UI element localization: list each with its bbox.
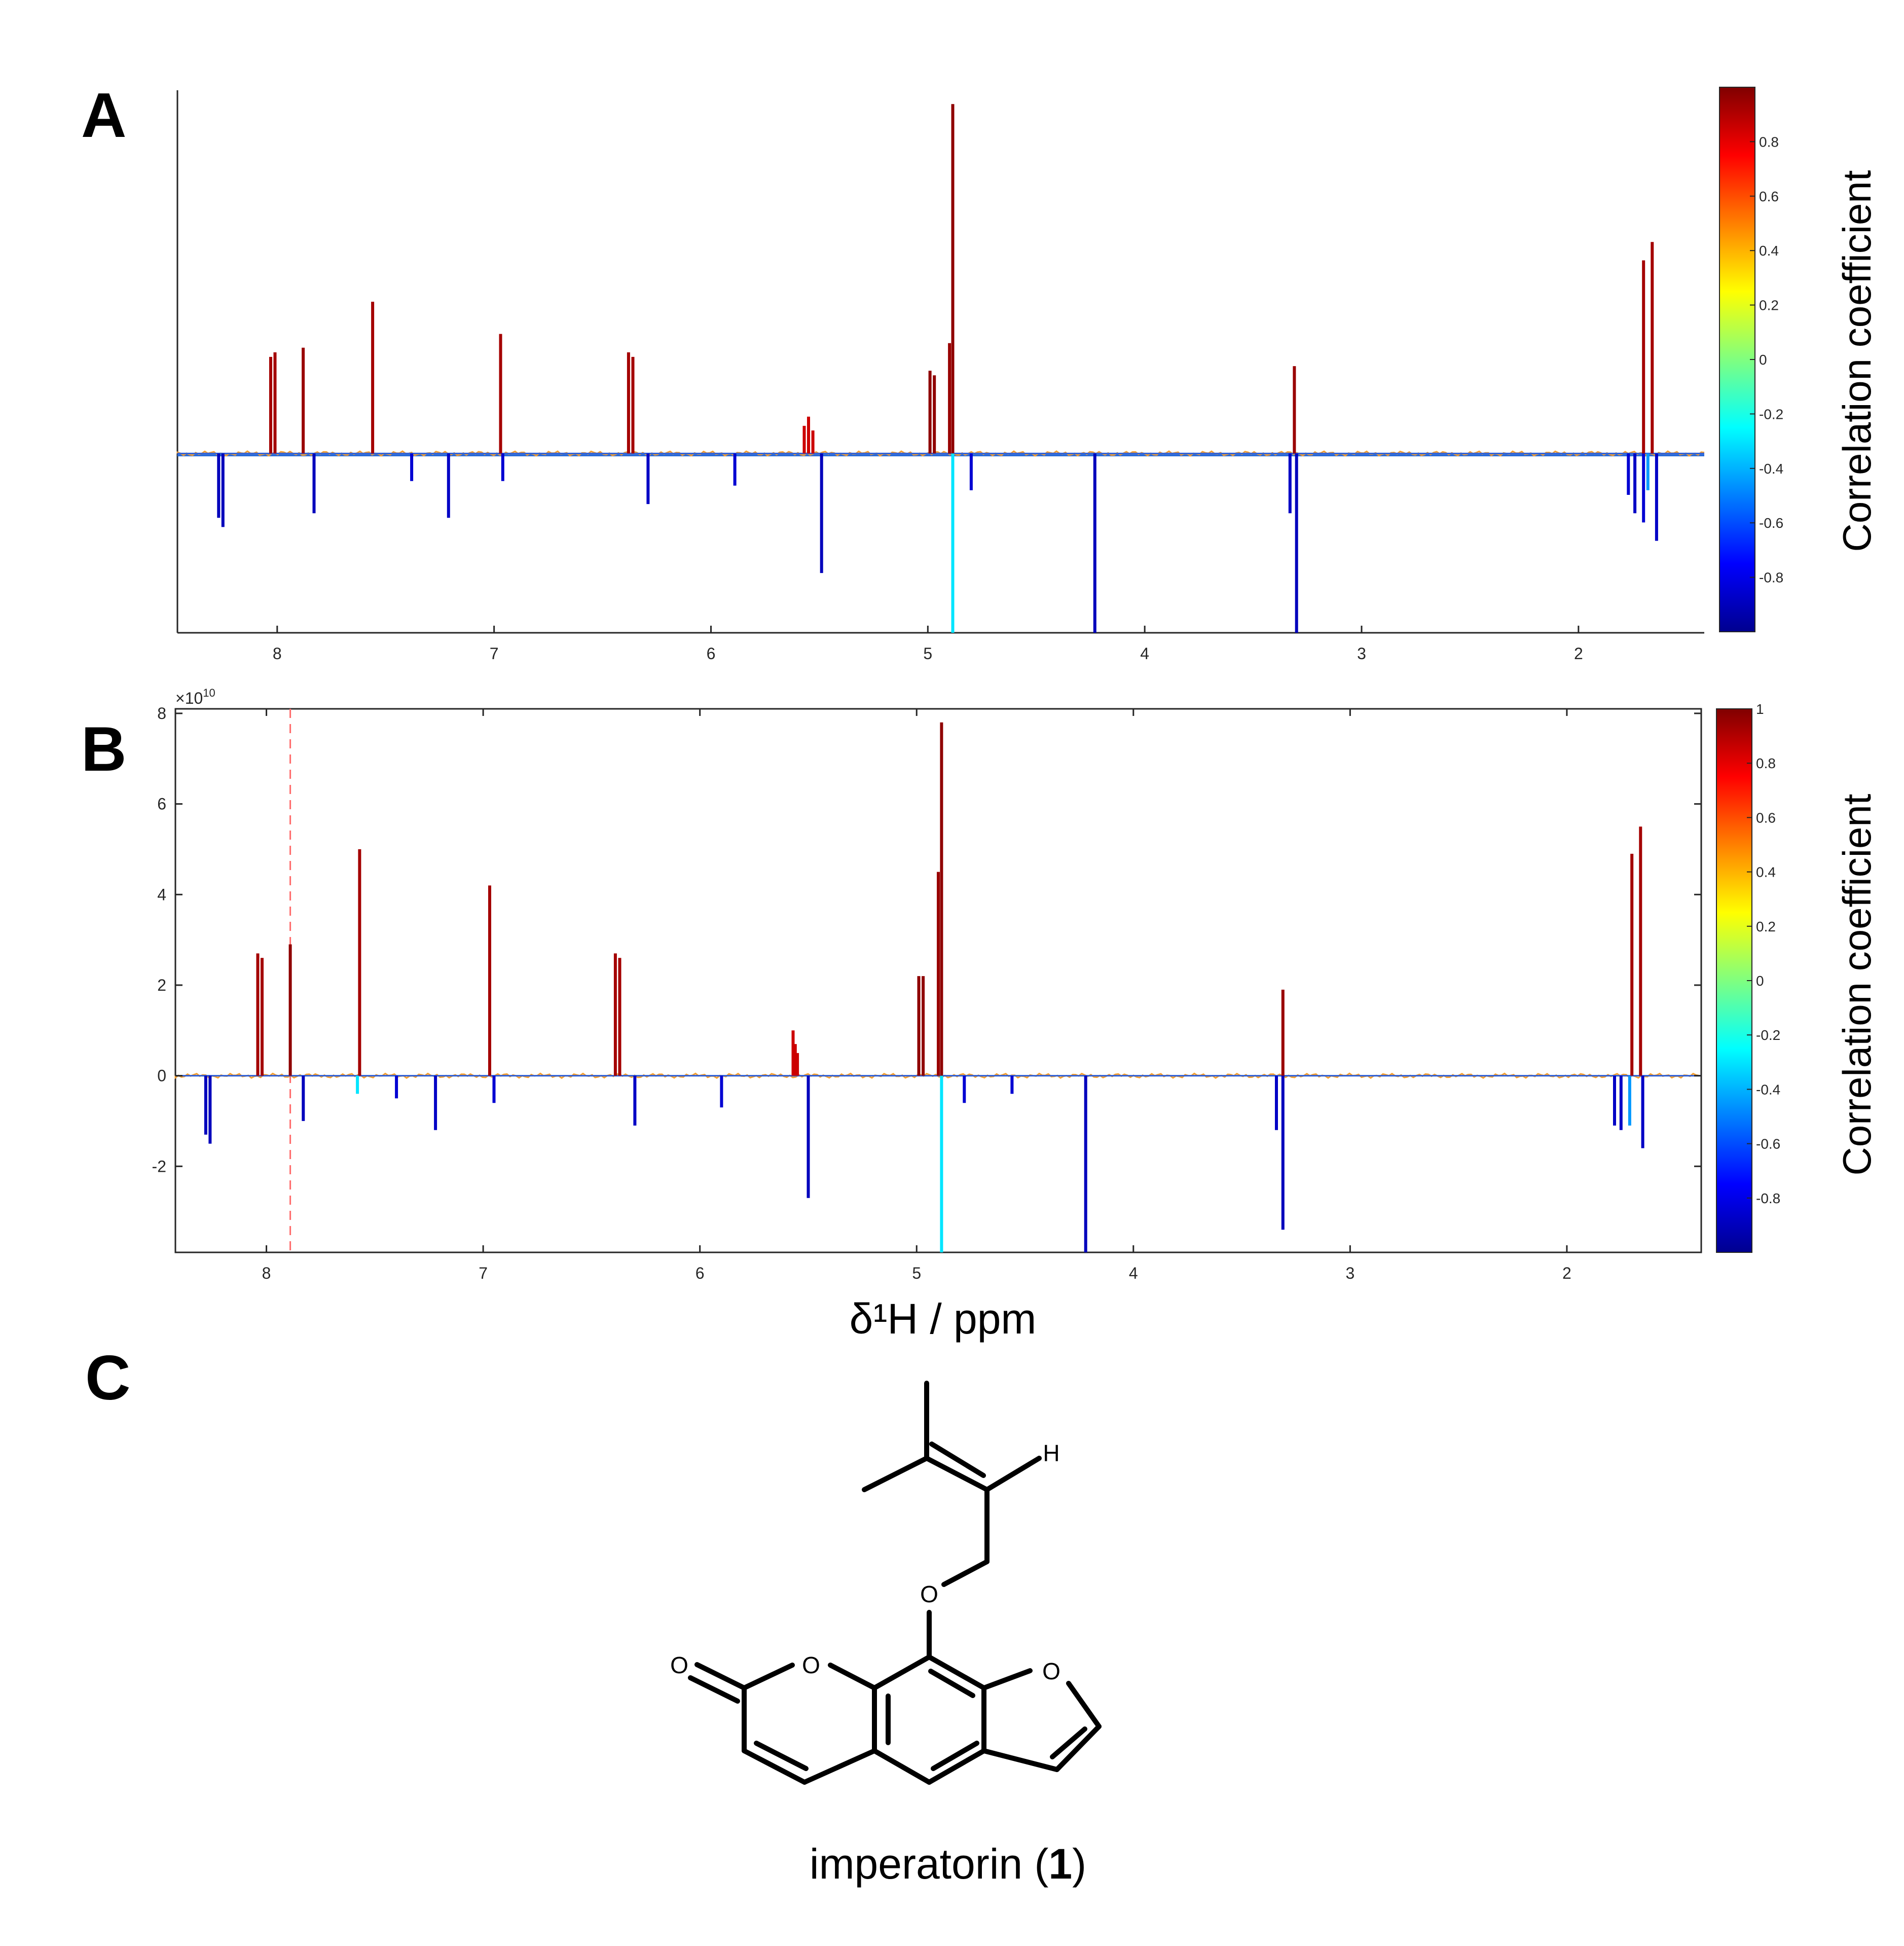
y-tick-label: 2 <box>157 976 166 994</box>
colorbar-tick-label: 0.8 <box>1759 134 1779 150</box>
x-tick-label: 7 <box>479 1264 488 1282</box>
panel-b-x-ticks: 8 7 6 5 4 3 2 <box>262 709 1571 1282</box>
x-tick-label: 3 <box>1357 644 1366 663</box>
y-tick-label: 8 <box>157 704 166 723</box>
colorbar-tick-label: 0.6 <box>1756 810 1776 825</box>
y-tick-label: -2 <box>152 1157 166 1175</box>
panel-a-x-ticks: 8 7 6 5 4 3 2 <box>273 626 1583 663</box>
x-tick-label: 7 <box>490 644 499 663</box>
panel-b-colorbar-ticks: 1 0.8 0.6 0.4 0.2 0 -0.2 -0.4 -0.6 -0.8 <box>1747 701 1780 1206</box>
x-tick-label: 8 <box>262 1264 271 1282</box>
y-tick-label: 6 <box>157 795 166 813</box>
panel-a-colorbar-ticks: 0.8 0.6 0.4 0.2 0 -0.2 -0.4 -0.6 -0.8 <box>1750 134 1783 586</box>
panel-b-x-axis-label: δ¹H / ppm <box>850 1295 1037 1343</box>
colorbar-tick-label: 0.2 <box>1759 298 1779 313</box>
panel-a-chart: 8 7 6 5 4 3 2 0.8 0.6 0.4 0.2 0 -0.2 -0.4 -0.6 -0.8 Co… <box>176 87 1879 663</box>
y-tick-label: 0 <box>157 1067 166 1085</box>
x-tick-label: 2 <box>1562 1264 1571 1282</box>
imperatorin-structure <box>688 1381 1102 1785</box>
colorbar-tick-label: -0.6 <box>1756 1136 1780 1152</box>
panel-b-peaks <box>174 722 1701 1252</box>
panel-b-y-ticks: 8 6 4 2 0 -2 <box>152 704 1701 1175</box>
panel-b-letter: B <box>81 714 127 784</box>
x-tick-label: 3 <box>1345 1264 1354 1282</box>
vinyl-hydrogen-label: H <box>1043 1440 1059 1466</box>
colorbar-tick-label: -0.4 <box>1756 1082 1780 1097</box>
x-tick-label: 5 <box>912 1264 921 1282</box>
colorbar-tick-label: -0.8 <box>1759 570 1783 586</box>
colorbar-tick-label: -0.4 <box>1759 461 1783 477</box>
x-tick-label: 4 <box>1129 1264 1138 1282</box>
furan-oxygen-label: O <box>1042 1658 1060 1684</box>
colorbar-tick-label: -0.6 <box>1759 515 1783 531</box>
x-tick-label: 8 <box>273 644 282 663</box>
panel-a-letter: A <box>81 81 127 151</box>
ether-oxygen-label: O <box>920 1581 938 1607</box>
x-tick-label: 5 <box>923 644 932 663</box>
colorbar-tick-label: 0.4 <box>1759 243 1779 259</box>
carbonyl-oxygen-label: O <box>670 1652 688 1678</box>
x-tick-label: 6 <box>695 1264 705 1282</box>
colorbar-tick-label: 0.4 <box>1756 864 1776 880</box>
panel-b-y-exponent: ×1010 <box>175 687 215 707</box>
panel-c-letter: C <box>85 1343 131 1413</box>
y-tick-label: 4 <box>157 885 166 904</box>
panel-b-axes-box <box>174 708 1702 1253</box>
panel-a-colorbar-label: Correlation coefficient <box>1835 170 1879 552</box>
panel-a-colorbar <box>1719 87 1755 632</box>
colorbar-tick-label: 0 <box>1756 973 1764 989</box>
colorbar-tick-label: -0.2 <box>1759 406 1783 422</box>
panel-b-chart: 8 7 6 5 4 3 2 8 6 4 2 0 -2 ×1010 1 0.8 0.6 0.4 0.2 0 -0.2… <box>152 687 1879 1343</box>
colorbar-tick-label: -0.8 <box>1756 1191 1780 1206</box>
colorbar-tick-label: -0.2 <box>1756 1027 1780 1043</box>
colorbar-tick-label: 0 <box>1759 352 1767 368</box>
ring-oxygen-label: O <box>802 1652 820 1678</box>
x-tick-label: 2 <box>1574 644 1583 663</box>
compound-caption: imperatorin (1) <box>810 1840 1086 1888</box>
colorbar-tick-label: 1 <box>1756 701 1764 717</box>
panel-b-colorbar-label: Correlation coefficient <box>1835 794 1879 1175</box>
panel-a-peaks <box>176 104 1705 633</box>
colorbar-tick-label: 0.8 <box>1756 755 1776 771</box>
colorbar-tick-label: 0.2 <box>1756 919 1776 934</box>
panel-b-colorbar <box>1716 708 1752 1253</box>
colorbar-tick-label: 0.6 <box>1759 189 1779 204</box>
x-tick-label: 4 <box>1140 644 1149 663</box>
x-tick-label: 6 <box>707 644 716 663</box>
